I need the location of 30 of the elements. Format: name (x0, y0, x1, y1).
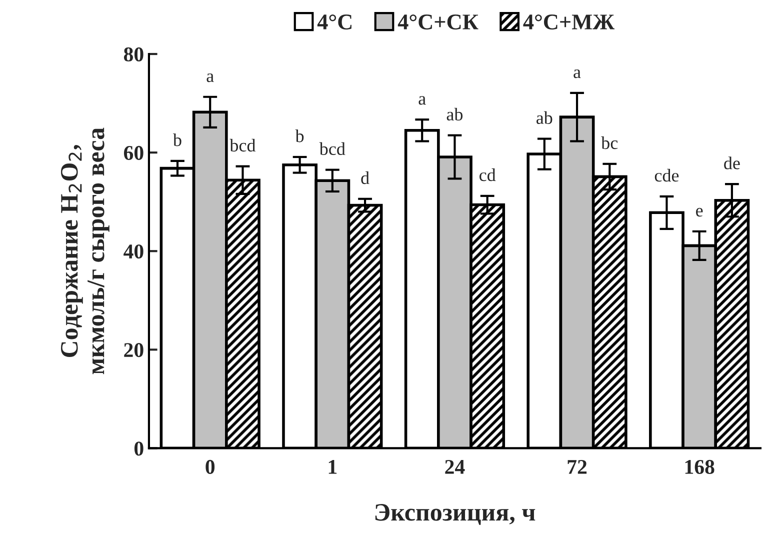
data-label: a (206, 73, 214, 82)
x-axis-title: Экспозиция, ч (375, 504, 536, 525)
y-tick-label: 40 (124, 244, 144, 259)
y-tick-label: 80 (124, 47, 144, 62)
y-axis-title: Содержание H$_{2}$O$_{2}$, мкмоль/г сырого веса (60, 128, 110, 374)
data-label: bc (601, 136, 618, 150)
data-label: d (361, 171, 370, 184)
data-label: bcd (319, 142, 346, 156)
x-tick-label: 1 (328, 460, 337, 474)
legend-label: 4°C+СК (398, 14, 478, 30)
data-label: bcd (230, 138, 256, 152)
legend-label: 4°C+МЖ (523, 14, 615, 30)
data-label: b (172, 133, 182, 146)
y-tick-label: 0 (134, 442, 144, 456)
x-tick-label: 168 (685, 460, 714, 474)
x-tick-label: 72 (568, 460, 587, 474)
data-label: cde (654, 168, 679, 182)
data-label: a (574, 70, 581, 78)
data-label: de (724, 156, 740, 170)
data-label: ab (446, 108, 463, 121)
legend-label: 4°C (317, 14, 352, 30)
data-label: e (696, 208, 703, 217)
y-tick-label: 20 (124, 343, 144, 358)
y-tick-label: 60 (124, 146, 144, 160)
x-tick-label: 24 (445, 460, 465, 474)
data-label: b (295, 130, 304, 142)
data-label: ab (536, 111, 552, 124)
x-tick-label: 0 (206, 460, 215, 474)
data-label: a (418, 96, 426, 105)
data-label: cd (480, 168, 496, 182)
